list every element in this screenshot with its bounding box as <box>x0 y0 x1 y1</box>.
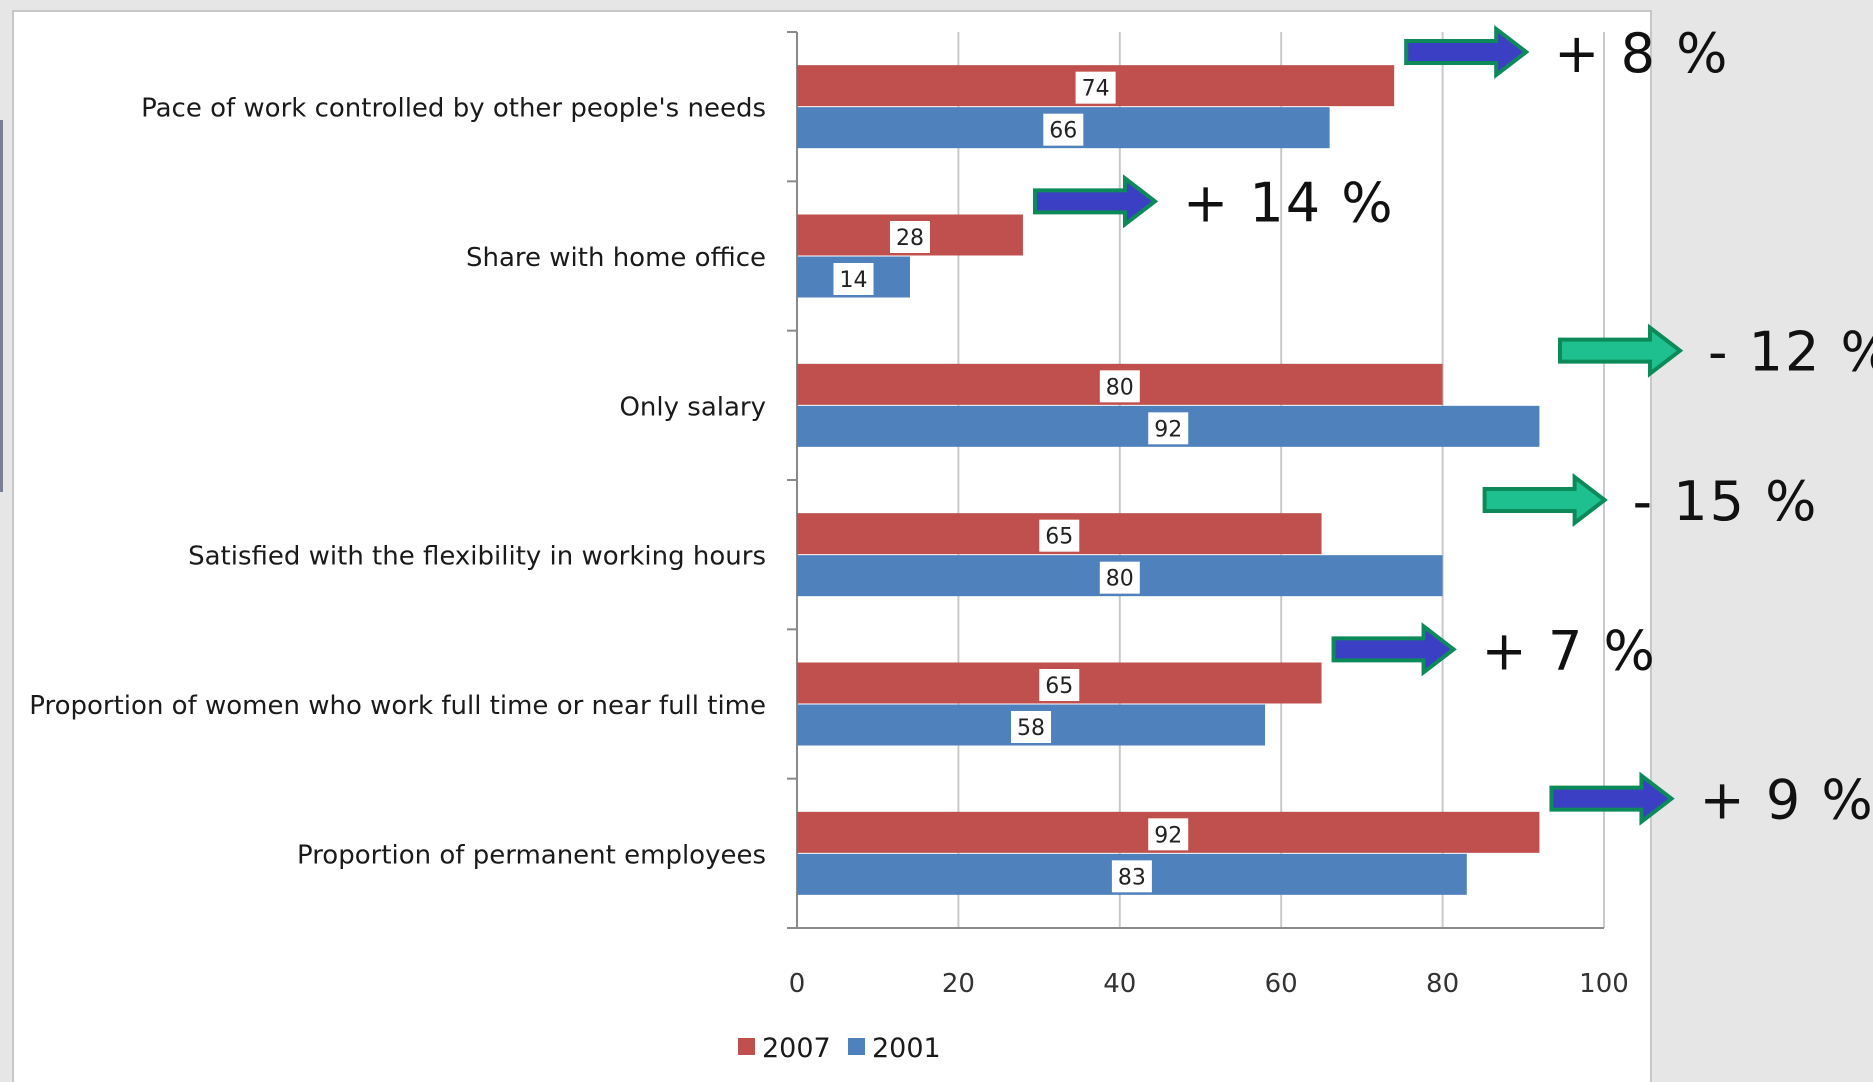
x-tick-label: 80 <box>1426 969 1459 999</box>
data-label-box <box>1075 71 1116 104</box>
x-tick-label: 20 <box>942 969 975 999</box>
legend-label-2001: 2001 <box>872 1033 941 1064</box>
x-tick-label: 40 <box>1103 969 1136 999</box>
data-label-2007: 65 <box>1045 674 1073 699</box>
change-arrow <box>1404 24 1530 80</box>
category-label: Satisfied with the flexibility in workin… <box>188 542 766 572</box>
change-arrow <box>1558 323 1684 378</box>
data-label-box <box>1111 860 1152 893</box>
change-arrow <box>1482 472 1608 528</box>
change-label: + 8 % <box>1554 22 1729 85</box>
legend-swatch-2007 <box>738 1038 755 1055</box>
category-label: Proportion of women who work full time o… <box>29 691 766 721</box>
change-label: - 15 % <box>1633 470 1819 533</box>
data-label-2007: 80 <box>1106 375 1134 400</box>
data-label-2007: 65 <box>1045 525 1073 550</box>
data-label-box <box>1099 561 1140 594</box>
data-label-2001: 66 <box>1049 119 1077 144</box>
side-tab-edge <box>0 120 3 492</box>
data-label-2001: 14 <box>839 268 867 293</box>
change-arrow <box>1032 174 1159 229</box>
x-tick-label: 0 <box>789 969 806 999</box>
category-label: Share with home office <box>466 243 766 273</box>
legend-swatch-2001 <box>848 1038 865 1055</box>
legend-label-2007: 2007 <box>762 1033 831 1064</box>
x-tick-label: 60 <box>1265 969 1298 999</box>
data-label-2001: 92 <box>1154 417 1182 442</box>
data-label-box <box>833 263 874 295</box>
data-label-2007: 28 <box>896 226 924 251</box>
data-label-box <box>1039 669 1080 701</box>
change-arrow <box>1549 771 1675 826</box>
category-label: Pace of work controlled by other people'… <box>141 94 766 124</box>
data-label-box <box>1039 519 1080 552</box>
data-label-box <box>1011 711 1052 743</box>
data-label-2007: 92 <box>1154 823 1182 848</box>
data-label-2001: 58 <box>1017 716 1045 741</box>
data-label-box <box>1043 113 1084 146</box>
category-label: Only salary <box>619 392 766 422</box>
change-arrow <box>1331 622 1457 677</box>
data-label-2001: 83 <box>1118 865 1146 890</box>
x-tick-label: 100 <box>1579 969 1629 999</box>
data-label-box <box>889 221 930 253</box>
change-label: + 9 % <box>1699 769 1873 832</box>
data-label-2007: 74 <box>1082 77 1110 102</box>
data-label-box <box>1099 370 1140 403</box>
change-label: - 12 % <box>1708 321 1873 384</box>
change-label: + 7 % <box>1482 619 1657 682</box>
data-label-box <box>1148 412 1189 445</box>
change-label: + 14 % <box>1183 171 1395 234</box>
data-label-2001: 80 <box>1106 567 1134 592</box>
category-label: Proportion of permanent employees <box>297 840 766 870</box>
data-label-box <box>1148 818 1189 851</box>
